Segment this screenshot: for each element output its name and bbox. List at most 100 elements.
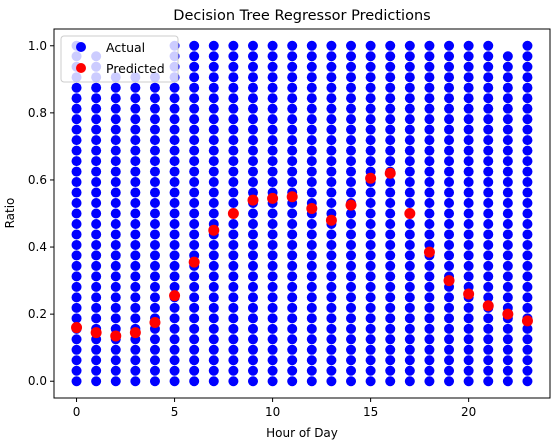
actual-point xyxy=(444,365,455,376)
y-axis-label: Ratio xyxy=(3,198,17,229)
actual-point xyxy=(287,376,298,387)
actual-point xyxy=(365,156,376,167)
actual-point xyxy=(189,302,200,313)
actual-point xyxy=(228,156,239,167)
actual-point xyxy=(247,344,258,355)
predicted-point xyxy=(443,275,455,287)
actual-point xyxy=(71,218,82,229)
actual-point xyxy=(463,271,474,282)
actual-point xyxy=(326,166,337,177)
actual-point xyxy=(267,334,278,345)
actual-point xyxy=(149,365,160,376)
actual-point xyxy=(522,82,533,93)
actual-point xyxy=(71,281,82,292)
actual-point xyxy=(404,365,415,376)
actual-point xyxy=(463,250,474,261)
actual-point xyxy=(522,103,533,114)
actual-point xyxy=(287,334,298,345)
actual-point xyxy=(365,82,376,93)
actual-point xyxy=(267,302,278,313)
actual-point xyxy=(287,135,298,146)
actual-point xyxy=(463,313,474,324)
actual-point xyxy=(385,72,396,83)
actual-point xyxy=(208,93,219,104)
actual-point xyxy=(110,198,121,209)
actual-point xyxy=(444,313,455,324)
data-points xyxy=(71,40,533,387)
actual-point xyxy=(346,93,357,104)
actual-point xyxy=(130,198,141,209)
actual-point xyxy=(247,51,258,62)
actual-point xyxy=(71,271,82,282)
actual-point xyxy=(71,156,82,167)
predicted-point xyxy=(306,202,318,214)
actual-point xyxy=(385,51,396,62)
actual-point xyxy=(267,229,278,240)
actual-point xyxy=(169,271,180,282)
actual-point xyxy=(149,177,160,188)
actual-point xyxy=(365,103,376,114)
actual-point xyxy=(287,344,298,355)
actual-point xyxy=(91,145,102,156)
actual-point xyxy=(91,82,102,93)
actual-point xyxy=(130,156,141,167)
actual-point xyxy=(287,82,298,93)
actual-point xyxy=(346,292,357,303)
actual-point xyxy=(346,250,357,261)
actual-point xyxy=(130,355,141,366)
actual-point xyxy=(149,229,160,240)
actual-point xyxy=(267,376,278,387)
actual-point xyxy=(287,250,298,261)
actual-point xyxy=(247,292,258,303)
actual-point xyxy=(502,156,513,167)
actual-point xyxy=(522,187,533,198)
actual-point xyxy=(130,271,141,282)
actual-point xyxy=(306,218,317,229)
actual-point xyxy=(189,323,200,334)
actual-point xyxy=(404,145,415,156)
actual-point xyxy=(247,260,258,271)
predicted-point xyxy=(404,208,416,219)
actual-point xyxy=(306,145,317,156)
actual-point xyxy=(71,344,82,355)
actual-point xyxy=(404,198,415,209)
actual-point xyxy=(522,376,533,387)
actual-point xyxy=(91,376,102,387)
actual-point xyxy=(444,376,455,387)
actual-point xyxy=(483,239,494,250)
actual-point xyxy=(149,156,160,167)
actual-point xyxy=(149,145,160,156)
legend-marker-predicted xyxy=(76,63,86,73)
actual-point xyxy=(110,82,121,93)
actual-point xyxy=(267,166,278,177)
actual-point xyxy=(444,218,455,229)
actual-point xyxy=(267,281,278,292)
actual-point xyxy=(483,229,494,240)
actual-point xyxy=(208,323,219,334)
actual-point xyxy=(424,334,435,345)
actual-point xyxy=(444,323,455,334)
actual-point xyxy=(326,82,337,93)
actual-point xyxy=(228,103,239,114)
actual-point xyxy=(463,344,474,355)
actual-point xyxy=(228,72,239,83)
actual-point xyxy=(91,344,102,355)
actual-point xyxy=(228,124,239,135)
actual-point xyxy=(502,208,513,219)
actual-point xyxy=(326,260,337,271)
actual-point xyxy=(267,177,278,188)
actual-point xyxy=(365,114,376,125)
actual-point xyxy=(149,166,160,177)
actual-point xyxy=(385,271,396,282)
actual-point xyxy=(424,82,435,93)
actual-point xyxy=(522,239,533,250)
actual-point xyxy=(247,40,258,51)
actual-point xyxy=(149,292,160,303)
actual-point xyxy=(247,302,258,313)
actual-point xyxy=(463,40,474,51)
actual-point xyxy=(522,365,533,376)
actual-point xyxy=(346,281,357,292)
actual-point xyxy=(169,82,180,93)
actual-point xyxy=(228,229,239,240)
actual-point xyxy=(483,177,494,188)
